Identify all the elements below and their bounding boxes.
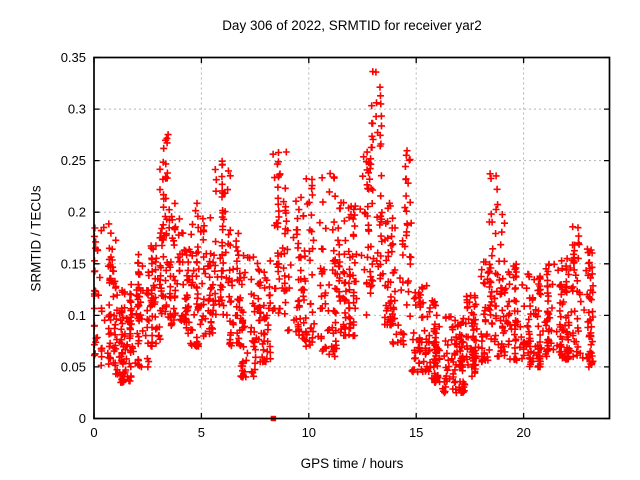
x-tick-label: 5	[198, 425, 205, 440]
y-tick-label: 0.35	[61, 50, 86, 65]
y-tick-label: 0.25	[61, 153, 86, 168]
y-tick-label: 0	[79, 411, 86, 426]
y-tick-label: 0.1	[68, 308, 86, 323]
x-axis-label: GPS time / hours	[300, 456, 404, 471]
y-tick-label: 0.3	[68, 102, 86, 117]
x-tick-label: 15	[409, 425, 423, 440]
scatter-points	[90, 68, 597, 397]
grid-lines	[94, 57, 610, 419]
y-tick-label: 0.05	[61, 359, 86, 374]
y-tick-label: 0.15	[61, 256, 86, 271]
y-tick-label: 0.2	[68, 205, 86, 220]
x-tick-label: 0	[90, 425, 97, 440]
x-tick-label: 10	[302, 425, 316, 440]
plot-border	[93, 56, 611, 420]
x-tick-label: 20	[516, 425, 530, 440]
chart-title: Day 306 of 2022, SRMTID for receiver yar…	[222, 18, 482, 33]
